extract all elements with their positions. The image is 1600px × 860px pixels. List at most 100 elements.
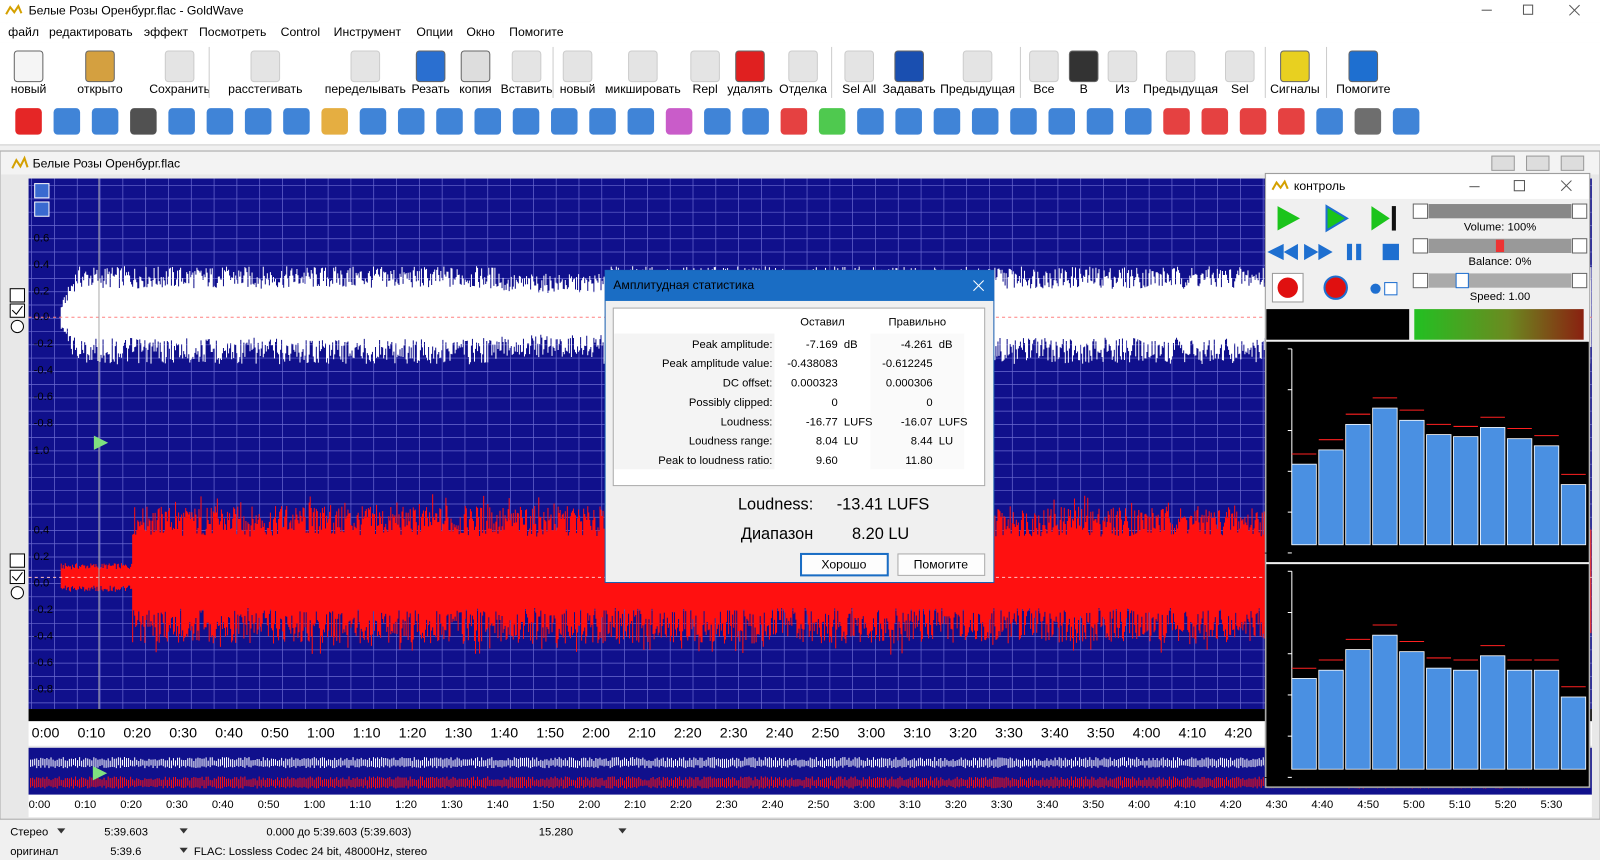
- toolbar-button[interactable]: Все: [1029, 50, 1059, 96]
- rewind[interactable]: [1267, 243, 1298, 261]
- effect-icon[interactable]: [206, 108, 234, 135]
- channel-select[interactable]: [9, 288, 25, 303]
- close[interactable]: [1569, 4, 1580, 16]
- toolbar-button[interactable]: Repl: [690, 50, 720, 96]
- balance-thumb[interactable]: [1495, 239, 1505, 252]
- balance-minus[interactable]: [1412, 238, 1429, 254]
- effect-icon[interactable]: [1125, 108, 1152, 135]
- effect-icon[interactable]: [1316, 108, 1343, 135]
- effect-icon[interactable]: [857, 108, 884, 135]
- toolbar-button[interactable]: расстегивать: [228, 50, 302, 96]
- toolbar-button[interactable]: Отделка: [779, 50, 827, 96]
- toolbar-button[interactable]: Сохранить: [149, 50, 210, 96]
- speed-slider[interactable]: [1428, 273, 1572, 288]
- channel-solo[interactable]: [10, 586, 24, 600]
- effect-icon[interactable]: [665, 108, 693, 135]
- effect-icon[interactable]: [1354, 108, 1382, 135]
- channel-select[interactable]: [9, 553, 25, 568]
- menu-item[interactable]: Control: [281, 25, 320, 39]
- toolbar-button[interactable]: удалять: [727, 50, 773, 96]
- effect-icon[interactable]: [436, 108, 463, 135]
- monitor-check[interactable]: [1384, 282, 1398, 296]
- volume-minus[interactable]: [1412, 203, 1429, 219]
- volume-plus[interactable]: [1571, 203, 1588, 219]
- toolbar-button[interactable]: новый: [560, 50, 596, 96]
- menu-item[interactable]: Опции: [416, 25, 453, 39]
- toolbar-button[interactable]: Сигналы: [1270, 50, 1320, 96]
- toolbar-button[interactable]: копия: [459, 50, 492, 96]
- toolbar-button[interactable]: переделывать: [325, 50, 406, 96]
- dropdown-arrow[interactable]: [618, 828, 627, 834]
- effect-icon[interactable]: [1048, 108, 1075, 135]
- play[interactable]: [1277, 206, 1300, 231]
- menu-item[interactable]: эффект: [144, 25, 189, 39]
- channel-solo[interactable]: [10, 319, 24, 334]
- speed-thumb[interactable]: [1455, 272, 1469, 289]
- volume-slider[interactable]: [1428, 204, 1572, 219]
- monitor[interactable]: [1370, 283, 1381, 294]
- toolbar-button[interactable]: Предыдущая: [1143, 50, 1218, 96]
- toolbar-button[interactable]: микшировать: [605, 50, 681, 96]
- effect-icon[interactable]: [971, 108, 999, 135]
- menu-item[interactable]: файл: [8, 25, 39, 39]
- toolbar-button[interactable]: Sel: [1225, 50, 1255, 96]
- effect-icon[interactable]: [895, 108, 922, 135]
- toolbar-button[interactable]: Задавать: [883, 50, 936, 96]
- effect-icon[interactable]: [512, 108, 540, 135]
- menu-item[interactable]: Помогите: [509, 25, 564, 39]
- record-selection[interactable]: [1323, 275, 1348, 300]
- ok-button[interactable]: [800, 552, 889, 577]
- effect-icon[interactable]: [1010, 108, 1037, 135]
- toolbar-button[interactable]: Sel All: [842, 50, 876, 96]
- dropdown-arrow[interactable]: [179, 828, 188, 834]
- effect-icon[interactable]: [1278, 108, 1305, 135]
- effect-icon[interactable]: [321, 108, 348, 135]
- effect-icon[interactable]: [1239, 108, 1267, 135]
- effect-icon[interactable]: [742, 108, 769, 135]
- effect-icon[interactable]: [1086, 108, 1114, 135]
- effect-icon[interactable]: [1163, 108, 1190, 135]
- play-selection[interactable]: [1325, 204, 1349, 233]
- doc-maximize[interactable]: [1526, 155, 1550, 171]
- doc-close[interactable]: [1560, 155, 1585, 171]
- menu-item[interactable]: Окно: [466, 25, 495, 39]
- effect-icon[interactable]: [397, 108, 425, 135]
- effect-icon[interactable]: [359, 108, 387, 135]
- effect-icon[interactable]: [244, 108, 272, 135]
- effect-icon[interactable]: [91, 108, 119, 135]
- help-button[interactable]: [897, 553, 986, 576]
- dialog-close[interactable]: [973, 280, 985, 292]
- effect-icon[interactable]: [780, 108, 808, 135]
- toolbar-button[interactable]: открыто: [77, 50, 123, 96]
- maximize[interactable]: [1522, 4, 1534, 15]
- effect-icon[interactable]: [53, 108, 81, 135]
- toolbar-button[interactable]: Из: [1107, 50, 1138, 96]
- balance-plus[interactable]: [1571, 238, 1588, 254]
- menu-item[interactable]: Посмотреть: [199, 25, 266, 39]
- dropdown-arrow[interactable]: [179, 847, 188, 853]
- effect-icon[interactable]: [1201, 108, 1229, 135]
- doc-minimize[interactable]: [1491, 155, 1515, 171]
- effect-icon[interactable]: [589, 108, 616, 135]
- effect-icon[interactable]: [168, 108, 195, 135]
- record[interactable]: [1277, 277, 1298, 298]
- speed-minus[interactable]: [1412, 272, 1429, 289]
- menu-item[interactable]: Инструмент: [334, 25, 402, 39]
- effect-icon[interactable]: [1392, 108, 1420, 135]
- effect-icon[interactable]: [933, 108, 961, 135]
- effect-icon[interactable]: [818, 108, 846, 135]
- toolbar-button[interactable]: Предыдущая: [940, 50, 1015, 96]
- toolbar-button[interactable]: Резать: [411, 50, 450, 96]
- control-maximize[interactable]: [1513, 180, 1526, 192]
- menu-item[interactable]: редактировать: [49, 25, 133, 39]
- stop[interactable]: [1382, 243, 1399, 261]
- toolbar-button[interactable]: Помогите: [1336, 50, 1391, 96]
- effect-icon[interactable]: [283, 108, 310, 135]
- effect-icon[interactable]: [704, 108, 731, 135]
- effect-icon[interactable]: [474, 108, 502, 135]
- speed-plus[interactable]: [1571, 272, 1588, 289]
- toolbar-button[interactable]: Вставить: [501, 50, 553, 96]
- play-from[interactable]: [1371, 206, 1390, 231]
- dropdown-arrow[interactable]: [57, 828, 66, 834]
- control-close[interactable]: [1560, 180, 1572, 192]
